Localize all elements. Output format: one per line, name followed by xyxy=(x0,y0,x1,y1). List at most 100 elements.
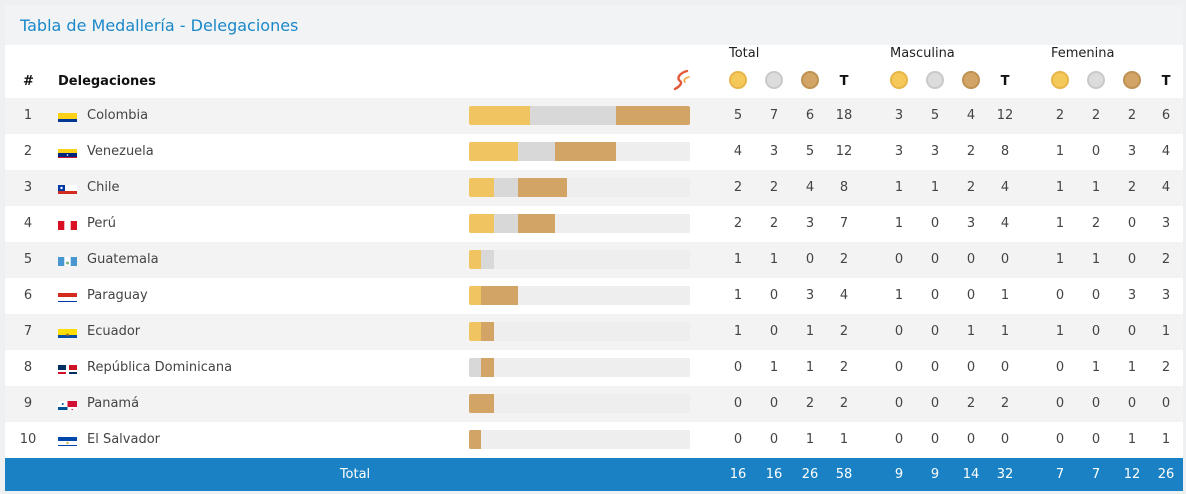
total-gold-cell: 0 xyxy=(733,360,743,375)
male-gold-cell: 0 xyxy=(894,252,904,267)
country-name[interactable]: Paraguay xyxy=(87,288,148,303)
female-gold-cell: 0 xyxy=(1055,432,1065,447)
male-gold-cell: 0 xyxy=(894,360,904,375)
rank-cell: 8 xyxy=(23,360,33,375)
gold-segment xyxy=(469,286,482,305)
country-name[interactable]: Guatemala xyxy=(87,252,159,267)
female-sum-cell: 1 xyxy=(1161,324,1171,339)
totals-female-sum-cell: 26 xyxy=(1157,467,1175,482)
total-gold-cell: 0 xyxy=(733,396,743,411)
female-bronze-cell: 0 xyxy=(1127,216,1137,231)
flag-panama-icon xyxy=(58,398,77,410)
female-sum-cell: 2 xyxy=(1161,360,1171,375)
gold-segment xyxy=(469,214,494,233)
male-bronze-cell: 0 xyxy=(966,252,976,267)
female-sum-cell: 3 xyxy=(1161,216,1171,231)
male-gold-cell: 3 xyxy=(894,108,904,123)
total-sum-cell: 7 xyxy=(839,216,849,231)
medal-table-panel: Tabla de Medallería - Delegaciones Total… xyxy=(5,5,1183,491)
rank-cell: 7 xyxy=(23,324,33,339)
total-sum-cell: 8 xyxy=(839,180,849,195)
totals-row: Total 16 16 26 58 9 9 14 32 7 7 12 26 xyxy=(5,458,1183,491)
table-row[interactable]: 2 Venezuela 4 3 5 12 3 3 2 8 1 0 3 4 xyxy=(5,134,1183,170)
country-name[interactable]: Colombia xyxy=(87,108,149,123)
totals-total-sum-cell: 58 xyxy=(835,467,853,482)
silver-segment xyxy=(481,250,494,269)
female-bronze-cell: 0 xyxy=(1127,324,1137,339)
table-row[interactable]: 6 Paraguay 1 0 3 4 1 0 0 1 0 0 3 3 xyxy=(5,278,1183,314)
table-row[interactable]: 5 Guatemala 1 1 0 2 0 0 0 0 1 1 0 2 xyxy=(5,242,1183,278)
table-row[interactable]: 7 Ecuador 1 0 1 2 0 0 1 1 1 0 0 1 xyxy=(5,314,1183,350)
female-bronze-cell: 0 xyxy=(1127,252,1137,267)
medal-bar xyxy=(469,250,690,269)
country-name[interactable]: Venezuela xyxy=(87,144,154,159)
total-gold-cell: 2 xyxy=(733,180,743,195)
male-bronze-cell: 2 xyxy=(966,180,976,195)
total-gold-cell: 2 xyxy=(733,216,743,231)
female-silver-cell: 0 xyxy=(1091,144,1101,159)
flag-peru-icon xyxy=(58,218,77,230)
table-row[interactable]: 10 El Salvador 0 0 1 1 0 0 0 0 0 0 1 1 xyxy=(5,422,1183,458)
total-silver-cell: 2 xyxy=(769,216,779,231)
rank-cell: 3 xyxy=(23,180,33,195)
country-name[interactable]: Perú xyxy=(87,216,116,231)
total-column-header: T xyxy=(1000,74,1010,89)
male-silver-cell: 0 xyxy=(930,288,940,303)
country-name[interactable]: República Dominicana xyxy=(87,360,233,375)
female-sum-cell: 4 xyxy=(1161,144,1171,159)
female-gold-cell: 2 xyxy=(1055,108,1065,123)
flag-ecuador-icon xyxy=(58,326,77,338)
table-row[interactable]: 4 Perú 2 2 3 7 1 0 3 4 1 2 0 3 xyxy=(5,206,1183,242)
table-row[interactable]: 8 República Dominicana 0 1 1 2 0 0 0 0 0 1 1 2 xyxy=(5,350,1183,386)
total-gold-cell: 1 xyxy=(733,288,743,303)
total-column-header: T xyxy=(839,74,849,89)
male-silver-cell: 0 xyxy=(930,432,940,447)
totals-male-gold-cell: 9 xyxy=(894,467,904,482)
total-gold-cell: 1 xyxy=(733,252,743,267)
gold-segment xyxy=(469,322,482,341)
male-silver-cell: 0 xyxy=(930,324,940,339)
female-sum-cell: 6 xyxy=(1161,108,1171,123)
bronze-segment xyxy=(469,394,494,413)
totals-male-bronze-cell: 14 xyxy=(962,467,980,482)
silver-segment xyxy=(518,142,555,161)
male-sum-cell: 2 xyxy=(1000,396,1010,411)
female-silver-cell: 0 xyxy=(1091,324,1101,339)
gold-medal-icon xyxy=(890,71,908,89)
rank-cell: 10 xyxy=(19,432,37,447)
total-bronze-cell: 2 xyxy=(805,396,815,411)
male-bronze-cell: 4 xyxy=(966,108,976,123)
total-bronze-cell: 5 xyxy=(805,144,815,159)
medal-bar xyxy=(469,286,690,305)
female-silver-cell: 2 xyxy=(1091,216,1101,231)
medal-bar xyxy=(469,214,690,233)
total-sum-cell: 18 xyxy=(835,108,853,123)
total-sum-cell: 12 xyxy=(835,144,853,159)
country-name[interactable]: El Salvador xyxy=(87,432,160,447)
male-silver-cell: 0 xyxy=(930,360,940,375)
male-silver-cell: 1 xyxy=(930,180,940,195)
total-sum-cell: 1 xyxy=(839,432,849,447)
flag-venezuela-icon xyxy=(58,146,77,158)
female-sum-cell: 2 xyxy=(1161,252,1171,267)
country-name[interactable]: Panamá xyxy=(87,396,140,411)
country-name[interactable]: Ecuador xyxy=(87,324,141,339)
table-row[interactable]: 1 Colombia 5 7 6 18 3 5 4 12 2 2 2 6 xyxy=(5,98,1183,134)
male-sum-cell: 1 xyxy=(1000,288,1010,303)
silver-medal-icon xyxy=(926,71,944,89)
total-sum-cell: 2 xyxy=(839,360,849,375)
flag-el-salvador-icon xyxy=(58,434,77,446)
flag-paraguay-icon xyxy=(58,290,77,302)
group-header-male: Masculina xyxy=(890,46,955,61)
bronze-segment xyxy=(481,358,494,377)
total-column-header: T xyxy=(1161,74,1171,89)
total-bronze-cell: 1 xyxy=(805,324,815,339)
female-sum-cell: 1 xyxy=(1161,432,1171,447)
rank-cell: 4 xyxy=(23,216,33,231)
gold-medal-icon xyxy=(729,71,747,89)
country-name[interactable]: Chile xyxy=(87,180,120,195)
flag-colombia-icon xyxy=(58,110,77,122)
table-row[interactable]: 9 Panamá 0 0 2 2 0 0 2 2 0 0 0 0 xyxy=(5,386,1183,422)
gold-medal-icon xyxy=(1051,71,1069,89)
table-row[interactable]: 3 Chile 2 2 4 8 1 1 2 4 1 1 2 4 xyxy=(5,170,1183,206)
